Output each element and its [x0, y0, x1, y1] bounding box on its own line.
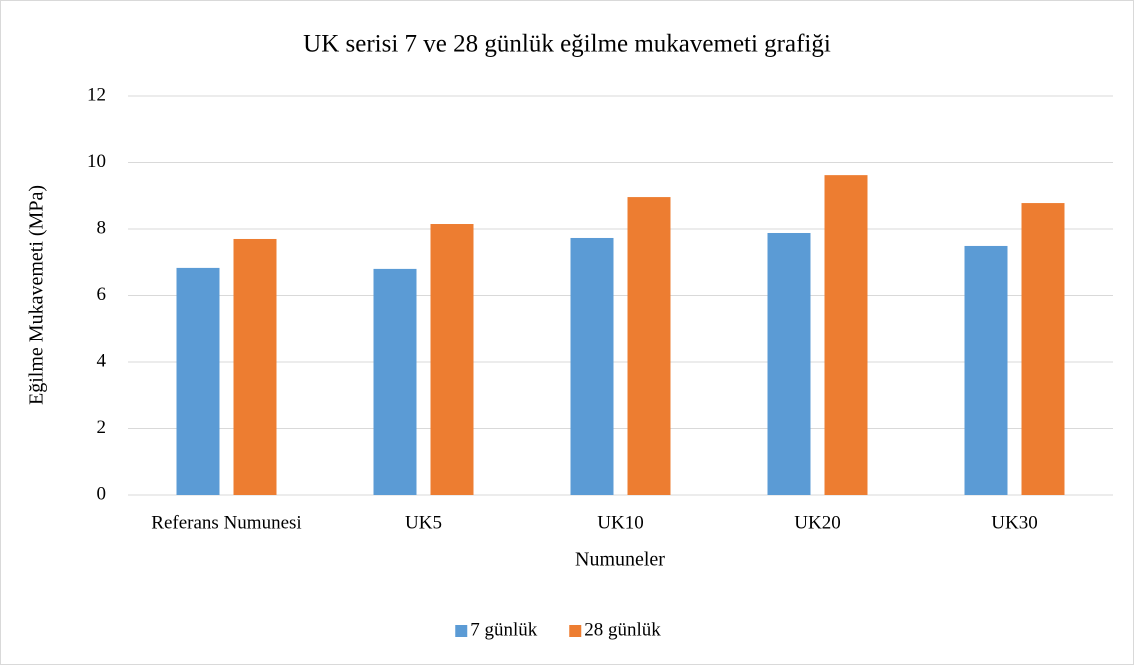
x-axis-label: Numuneler: [575, 549, 665, 571]
x-tick-label: UK30: [991, 512, 1037, 533]
bar: [964, 245, 1008, 495]
y-tick-label: 8: [97, 217, 107, 238]
bar: [824, 175, 868, 495]
bar: [176, 267, 220, 495]
y-tick-label: 12: [87, 84, 106, 105]
x-tick-label: Referans Numunesi: [151, 512, 301, 533]
legend-swatch: [455, 625, 468, 637]
x-tick-label: UK20: [794, 512, 840, 533]
y-tick-label: 0: [97, 483, 107, 504]
y-tick-label: 10: [87, 151, 106, 172]
x-tick-label: UK5: [405, 512, 442, 533]
chart-title: UK serisi 7 ve 28 günlük eğilme mukaveme…: [303, 31, 831, 58]
legend-label: 7 günlük: [470, 619, 538, 640]
bar: [233, 238, 277, 495]
y-tick-label: 6: [97, 284, 107, 305]
legend-swatch: [569, 625, 582, 637]
bar: [1021, 203, 1065, 495]
y-axis-label: Eğilme Mukavemeti (MPa): [26, 185, 48, 405]
x-tick-label: UK10: [597, 512, 643, 533]
legend-label: 28 günlük: [584, 619, 661, 640]
bar: [767, 232, 811, 496]
bar: [373, 268, 417, 495]
bar: [430, 224, 474, 495]
y-tick-label: 2: [97, 417, 107, 438]
y-tick-label: 4: [97, 350, 107, 371]
bar: [627, 197, 671, 495]
bar: [570, 237, 614, 496]
